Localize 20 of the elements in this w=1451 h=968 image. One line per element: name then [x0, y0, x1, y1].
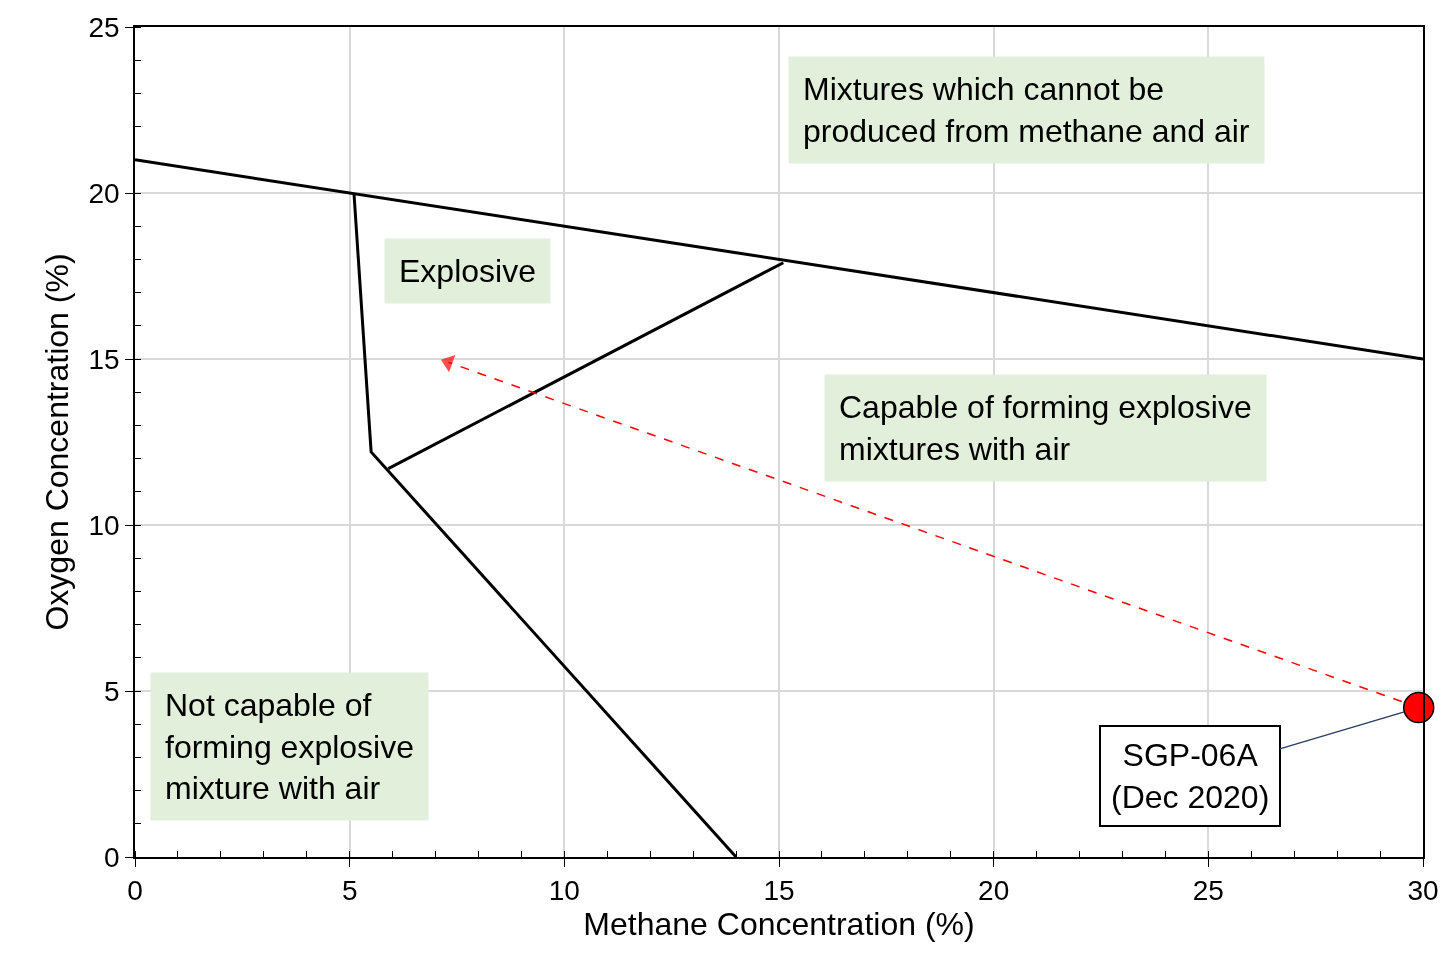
x-tick-label: 5 — [341, 875, 358, 907]
x-tick-label: 10 — [548, 875, 580, 907]
y-tick-label: 15 — [88, 343, 120, 375]
x-tick-label: 25 — [1192, 875, 1224, 907]
x-axis-title: Methane Concentration (%) — [583, 906, 975, 943]
y-tick-label: 25 — [88, 11, 120, 43]
x-tick-label: 30 — [1407, 875, 1439, 907]
annotation: Not capable of forming explosive mixture with air — [165, 687, 414, 807]
y-axis-title: Oxygen Concentration (%) — [39, 253, 76, 631]
annotation: SGP-06A (Dec 2020) — [1111, 737, 1270, 815]
annotation: Capable of forming explosive mixtures with air — [839, 389, 1252, 467]
annotation: Mixtures which cannot be produced from methane and air — [803, 71, 1250, 149]
x-tick-label: 0 — [127, 875, 143, 907]
y-tick-label: 10 — [88, 509, 120, 541]
x-tick-label: 15 — [763, 875, 795, 907]
y-tick-label: 0 — [104, 841, 120, 873]
annotation: Explosive — [399, 253, 536, 289]
y-tick-label: 5 — [104, 675, 120, 707]
y-tick-label: 20 — [88, 177, 120, 209]
x-tick-label: 20 — [978, 875, 1010, 907]
